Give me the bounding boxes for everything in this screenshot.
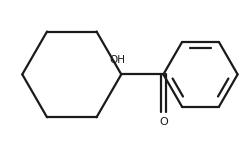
Text: OH: OH bbox=[109, 56, 125, 65]
Text: O: O bbox=[159, 118, 168, 127]
